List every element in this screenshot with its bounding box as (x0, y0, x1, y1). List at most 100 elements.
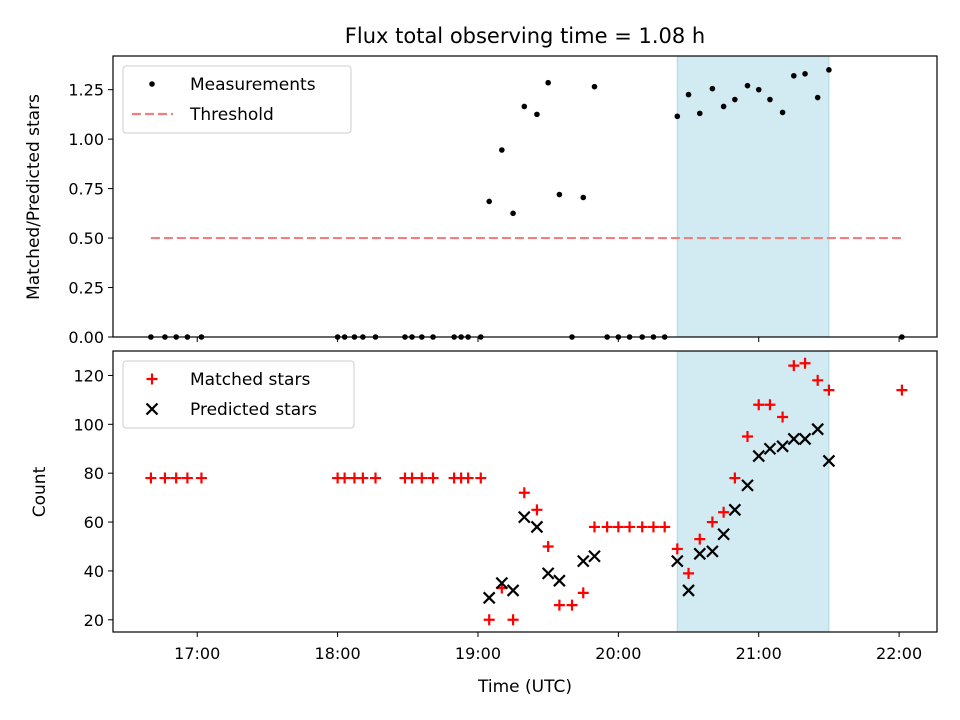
y-tick-label: 1.00 (68, 130, 104, 149)
measurement-point (791, 72, 797, 79)
axes-frame (112, 350, 938, 633)
matched-star-point (483, 614, 495, 626)
matched-star-point (588, 521, 600, 533)
measurement-point (685, 91, 692, 98)
matched-star-point (612, 521, 624, 533)
measurement-point (591, 83, 598, 90)
measurement-point (732, 96, 738, 103)
predicted-star-point (482, 591, 496, 605)
matched-star-point (671, 543, 683, 555)
measurement-point (709, 85, 716, 92)
y-tick-label: 100 (73, 415, 104, 434)
top-panel: 0.00 0.25 0.50 0.75 1.00 1.25 Measurements Thre… (68, 55, 938, 347)
matched-star-point (553, 599, 565, 611)
matched-star-point (777, 411, 789, 423)
matched-star-point (706, 516, 718, 528)
matched-star-point (427, 472, 439, 484)
y-tick-label: 120 (73, 366, 104, 385)
matched-star-point (683, 567, 695, 579)
predicted-star-point (717, 527, 730, 541)
legend-entry: Predicted stars (190, 400, 317, 420)
measurement-point (580, 194, 587, 201)
measurement-point (814, 94, 821, 101)
matched-star-point (718, 506, 730, 518)
matched-star-point (406, 472, 418, 484)
predicted-star-point (495, 576, 509, 590)
bottom-y-axis-label: Count (30, 466, 50, 517)
x-tick-label: 19:00 (455, 644, 501, 663)
predicted-star-point (706, 545, 719, 558)
predicted-star-point (541, 567, 555, 580)
matched-star-point (896, 384, 908, 396)
legend-entry: Threshold (189, 105, 274, 125)
measurement-point (674, 113, 681, 120)
matched-star-point (659, 521, 671, 533)
matched-star-point (475, 472, 487, 484)
predicted-star-point (506, 584, 520, 597)
matched-star-point (462, 472, 474, 484)
matched-star-point (507, 614, 519, 626)
y-tick-label: 20 (84, 611, 104, 630)
x-tick-label: 21:00 (736, 644, 782, 663)
predicted-star-point (530, 520, 544, 534)
x-axis-label: Time (UTC) (477, 677, 572, 697)
matched-star-point (753, 399, 765, 411)
predicted-star-point (776, 440, 789, 453)
predicted-star-point (752, 449, 766, 463)
matched-star-point (799, 357, 811, 369)
matched-star-point (694, 533, 706, 545)
legend-plus-swatch (146, 373, 158, 385)
matched-star-point (542, 540, 554, 552)
predicted-star-point (763, 442, 777, 456)
matched-star-point (416, 472, 428, 484)
matched-star-point (531, 504, 543, 516)
measurement-point (767, 96, 773, 103)
measurement-point (720, 103, 727, 110)
matched-star-point (339, 472, 351, 484)
measurement-point (826, 67, 832, 73)
predicted-star-point (822, 454, 836, 468)
predicted-star-point (798, 432, 812, 446)
chart-title: Flux total observing time = 1.08 h (345, 24, 705, 48)
matched-star-point (741, 431, 753, 443)
legend-dot-swatch (149, 81, 155, 87)
measurement-point (696, 110, 703, 117)
y-tick-label: 0.00 (68, 328, 104, 347)
legend-entry: Measurements (190, 75, 316, 95)
measurement-point (545, 79, 551, 86)
y-tick-label: 80 (84, 464, 104, 483)
predicted-star-point (588, 549, 601, 563)
matched-star-point (788, 360, 800, 372)
measurement-point (521, 103, 528, 110)
predicted-star-point (728, 503, 742, 517)
measurement-point (744, 82, 751, 89)
x-tick-label: 20:00 (595, 644, 641, 663)
predicted-star-point (787, 432, 801, 446)
y-tick-label: 1.25 (68, 81, 104, 100)
measurement-point (510, 210, 516, 217)
measurement-point (556, 191, 563, 198)
predicted-star-point (693, 547, 707, 561)
matched-star-point (624, 521, 636, 533)
x-tick-label: 22:00 (876, 644, 922, 663)
predicted-star-point (518, 510, 531, 524)
bottom-panel: 20 40 60 80 100 120 17:00 18:00 19:00 20:00 21:00 2… (73, 350, 938, 663)
predicted-star-point (741, 479, 754, 492)
matched-star-point (145, 472, 157, 484)
measurement-point (499, 147, 505, 153)
x-tick-label: 17:00 (174, 644, 220, 663)
matched-star-point (636, 521, 648, 533)
y-tick-label: 0.75 (68, 180, 104, 199)
predicted-star-point (576, 554, 590, 568)
matched-star-point (170, 472, 182, 484)
matched-star-point (370, 472, 382, 484)
measurement-point (486, 198, 493, 205)
matched-star-point (195, 472, 207, 484)
y-tick-label: 40 (84, 562, 104, 581)
legend-box (122, 360, 355, 429)
matched-star-point (159, 472, 171, 484)
matched-star-point (823, 384, 835, 396)
measurement-point (534, 111, 540, 118)
axes-frame (112, 55, 938, 338)
x-tick-label: 18:00 (315, 644, 361, 663)
